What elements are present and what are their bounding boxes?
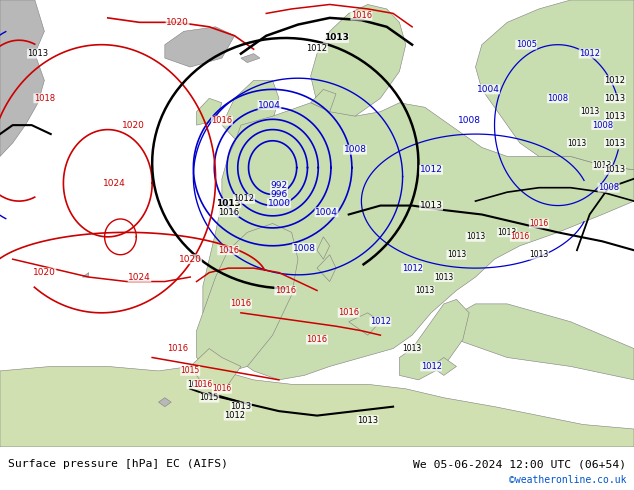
Text: We 05-06-2024 12:00 UTC (06+54): We 05-06-2024 12:00 UTC (06+54) xyxy=(413,459,626,469)
Polygon shape xyxy=(444,304,634,380)
Text: 1012: 1012 xyxy=(401,264,423,272)
Text: 1012: 1012 xyxy=(579,49,600,58)
Text: 1004: 1004 xyxy=(258,100,281,110)
Polygon shape xyxy=(317,255,336,282)
Text: 1004: 1004 xyxy=(315,208,338,217)
Text: 1013: 1013 xyxy=(357,416,378,424)
Text: 1016: 1016 xyxy=(217,208,239,217)
Text: 1008: 1008 xyxy=(344,145,366,154)
Text: 992: 992 xyxy=(270,181,288,190)
Text: 1005: 1005 xyxy=(515,40,537,49)
Text: 1013: 1013 xyxy=(593,161,612,170)
Text: 1013: 1013 xyxy=(529,250,548,259)
Text: 1013: 1013 xyxy=(434,272,453,282)
Text: 1024: 1024 xyxy=(128,272,151,282)
Text: 1008: 1008 xyxy=(293,244,316,252)
Polygon shape xyxy=(431,358,456,375)
Text: 1013: 1013 xyxy=(323,33,349,43)
Text: 1016: 1016 xyxy=(212,384,231,393)
Text: Surface pressure [hPa] EC (AIFS): Surface pressure [hPa] EC (AIFS) xyxy=(8,459,228,469)
Text: 1013: 1013 xyxy=(27,49,49,58)
Text: 1013: 1013 xyxy=(216,199,241,208)
Polygon shape xyxy=(399,299,469,380)
Text: 1012: 1012 xyxy=(604,76,626,85)
Text: 1013: 1013 xyxy=(187,380,206,389)
Text: 1024: 1024 xyxy=(103,179,126,188)
Text: 1012: 1012 xyxy=(224,411,245,420)
Text: 1013: 1013 xyxy=(447,250,466,259)
Text: 996: 996 xyxy=(270,190,288,199)
Text: 1012: 1012 xyxy=(370,317,391,326)
Polygon shape xyxy=(0,367,634,447)
Text: 1016: 1016 xyxy=(193,380,212,389)
Polygon shape xyxy=(311,89,336,112)
Text: 1016: 1016 xyxy=(351,11,372,20)
Text: 1004: 1004 xyxy=(477,85,500,94)
Polygon shape xyxy=(317,237,330,259)
Polygon shape xyxy=(203,103,634,380)
Text: 1008: 1008 xyxy=(592,121,613,130)
Text: 1008: 1008 xyxy=(458,116,481,125)
Polygon shape xyxy=(82,272,89,277)
Text: 1016: 1016 xyxy=(211,116,233,125)
Polygon shape xyxy=(197,223,298,375)
Text: 1012: 1012 xyxy=(420,362,442,371)
Text: 1016: 1016 xyxy=(167,344,188,353)
Text: ©weatheronline.co.uk: ©weatheronline.co.uk xyxy=(509,475,626,485)
Polygon shape xyxy=(158,398,171,407)
Text: 1016: 1016 xyxy=(217,246,239,255)
Text: 1012: 1012 xyxy=(233,195,255,203)
Polygon shape xyxy=(197,98,222,125)
Text: 1015: 1015 xyxy=(181,367,200,375)
Text: 1016: 1016 xyxy=(510,232,529,242)
Text: 1013: 1013 xyxy=(604,112,626,121)
Text: 1013: 1013 xyxy=(403,344,422,353)
Text: 1000: 1000 xyxy=(268,199,290,208)
Polygon shape xyxy=(222,80,279,139)
Polygon shape xyxy=(165,27,235,67)
Text: 1013: 1013 xyxy=(604,94,626,103)
Text: 1020: 1020 xyxy=(122,121,145,130)
Polygon shape xyxy=(190,348,241,384)
Text: 1013: 1013 xyxy=(415,286,434,295)
Text: 1012: 1012 xyxy=(420,165,443,174)
Text: 1016: 1016 xyxy=(275,286,296,295)
Text: 1013: 1013 xyxy=(420,201,443,210)
Text: 1020: 1020 xyxy=(166,18,189,27)
Text: 1013: 1013 xyxy=(466,232,485,242)
Text: 1018: 1018 xyxy=(34,94,55,103)
Polygon shape xyxy=(311,4,406,116)
Text: 1012: 1012 xyxy=(306,44,328,53)
Text: 1013: 1013 xyxy=(580,107,599,116)
Text: 1008: 1008 xyxy=(547,94,569,103)
Text: 1008: 1008 xyxy=(598,183,619,192)
Polygon shape xyxy=(476,0,634,170)
Polygon shape xyxy=(241,53,260,63)
Text: 1013: 1013 xyxy=(604,139,626,147)
Text: 1013: 1013 xyxy=(604,165,626,174)
Text: 1020: 1020 xyxy=(179,255,202,264)
Text: 1016: 1016 xyxy=(230,299,252,308)
Text: 1016: 1016 xyxy=(529,219,548,228)
Text: 1015: 1015 xyxy=(200,393,219,402)
Polygon shape xyxy=(349,313,380,335)
Text: 1016: 1016 xyxy=(338,308,359,318)
Text: 1013: 1013 xyxy=(567,139,586,147)
Text: 1016: 1016 xyxy=(306,335,328,344)
Text: 1013: 1013 xyxy=(498,228,517,237)
Text: 1013: 1013 xyxy=(230,402,252,411)
Text: 1020: 1020 xyxy=(33,268,56,277)
Polygon shape xyxy=(0,0,44,156)
